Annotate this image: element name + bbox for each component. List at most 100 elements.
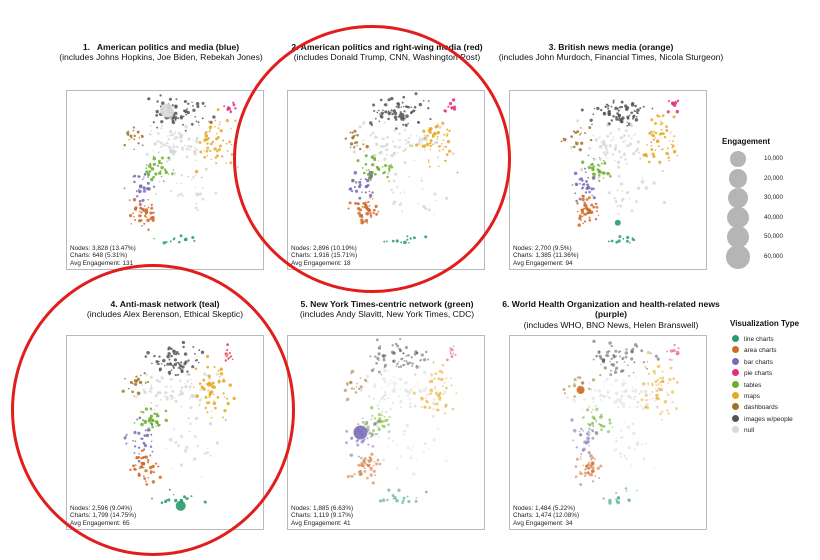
legend-label: tables	[744, 381, 762, 389]
network-node	[423, 136, 427, 140]
network-node	[402, 95, 406, 99]
network-node	[217, 369, 220, 372]
network-node	[401, 210, 403, 213]
network-node	[579, 127, 582, 129]
network-node	[586, 463, 590, 467]
network-node	[132, 197, 137, 202]
network-node	[143, 176, 145, 178]
network-node	[665, 391, 668, 394]
network-node	[402, 433, 405, 436]
network-node	[444, 109, 447, 113]
network-node	[595, 419, 598, 422]
network-node	[377, 109, 380, 112]
network-node	[371, 481, 375, 485]
engagement-legend-label: 50,000	[764, 233, 783, 240]
network-node	[409, 456, 413, 459]
network-node	[366, 459, 369, 462]
network-node	[425, 387, 428, 390]
plot-area: Nodes: 2,896 (10.19%) Charts: 1,916 (15.…	[287, 90, 485, 270]
network-node	[574, 182, 579, 186]
network-node	[215, 137, 219, 141]
network-node	[603, 159, 605, 162]
network-node	[182, 123, 184, 126]
network-node	[392, 381, 395, 383]
network-node	[150, 216, 154, 219]
network-node	[425, 142, 430, 147]
legend-color-swatch	[732, 357, 739, 365]
network-node	[591, 429, 594, 432]
network-node	[450, 384, 453, 387]
network-node	[454, 354, 457, 356]
network-node	[155, 378, 159, 383]
network-node	[588, 218, 592, 222]
network-node	[578, 430, 581, 433]
network-node	[198, 349, 201, 352]
network-node	[194, 186, 196, 189]
engagement-size-dot	[728, 188, 748, 208]
network-node	[230, 143, 233, 146]
network-node	[203, 155, 207, 159]
network-node	[365, 144, 369, 149]
network-node	[654, 149, 657, 152]
network-node	[629, 122, 633, 127]
network-node	[661, 379, 665, 384]
network-node	[149, 407, 153, 410]
network-node	[395, 105, 398, 108]
network-node	[619, 136, 623, 140]
network-node	[143, 448, 146, 451]
network-node	[158, 369, 162, 372]
network-node	[429, 388, 434, 393]
network-node	[157, 132, 160, 135]
network-node	[604, 161, 607, 164]
stat-nodes: Nodes: 1,484 (5.22%)	[513, 504, 576, 512]
network-node	[188, 385, 192, 389]
network-node	[384, 110, 388, 114]
network-node	[225, 118, 229, 123]
network-node	[602, 177, 605, 179]
network-node	[352, 150, 356, 154]
network-node	[169, 134, 171, 137]
network-node	[179, 434, 183, 439]
network-node	[176, 373, 180, 376]
network-node	[573, 171, 578, 176]
network-node	[443, 381, 446, 384]
network-node	[373, 109, 376, 113]
network-node	[379, 344, 382, 347]
stat-nodes: Nodes: 2,700 (9.5%)	[513, 244, 572, 252]
network-node	[630, 357, 634, 361]
network-node	[435, 141, 439, 144]
network-node	[370, 368, 375, 373]
network-node	[621, 382, 625, 386]
network-node	[397, 146, 400, 149]
network-node	[581, 215, 584, 218]
network-node	[178, 363, 181, 366]
network-node	[450, 106, 454, 109]
network-node	[218, 144, 223, 148]
network-node	[408, 397, 411, 401]
network-node	[381, 166, 384, 168]
network-node	[160, 127, 163, 130]
network-node	[612, 138, 615, 141]
network-node	[191, 365, 195, 369]
network-node	[154, 193, 158, 196]
network-node	[187, 359, 190, 362]
network-node	[352, 135, 356, 138]
network-node	[592, 187, 595, 191]
network-node	[661, 132, 665, 136]
visualization-type-legend-item: images w/people	[732, 414, 793, 423]
network-node	[133, 430, 137, 435]
network-node	[623, 152, 625, 154]
network-node	[667, 412, 670, 415]
network-node	[155, 420, 159, 424]
network-node	[209, 454, 212, 457]
panel-title: 4. Anti-mask network (teal) (includes Al…	[40, 299, 290, 320]
network-node	[384, 163, 388, 168]
network-node	[621, 190, 624, 192]
network-node	[413, 352, 417, 356]
network-node	[139, 190, 142, 193]
network-node	[644, 186, 649, 190]
network-node	[354, 391, 358, 394]
network-node	[392, 387, 397, 392]
network-node	[149, 125, 152, 128]
network-node	[450, 355, 454, 358]
